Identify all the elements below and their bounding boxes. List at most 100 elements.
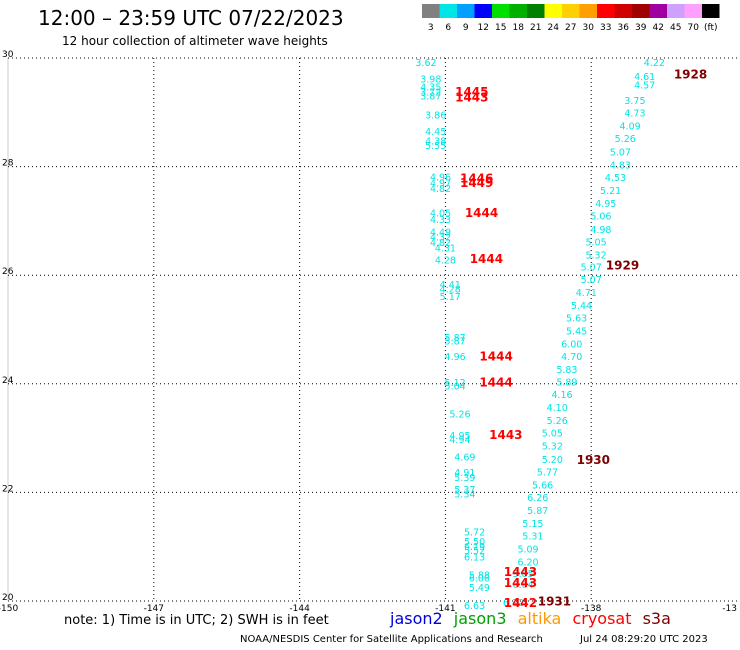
chart-subtitle: 12 hour collection of altimeter wave hei…: [62, 34, 328, 48]
colorbar-label: 70: [688, 23, 700, 33]
colorbar-swatch: [667, 4, 685, 18]
colorbar-swatch: [527, 4, 545, 18]
pass-time-label: 1443: [455, 91, 488, 105]
swh-label-west-track: 3.72: [420, 88, 441, 99]
swh-label-east-track: 4.09: [620, 121, 641, 132]
swh-label-west-track: 3.98: [420, 75, 441, 86]
swh-label-west-track: 5.17: [440, 292, 461, 303]
swh-label-east-track: 4.53: [605, 173, 626, 184]
pass-time-label: 1931: [538, 595, 571, 609]
swh-label-east-track: 5.06: [590, 212, 611, 223]
colorbar-label: 27: [565, 23, 576, 33]
pass-time-label: 1930: [577, 453, 610, 467]
pass-time-label: 1445: [455, 85, 488, 99]
swh-label-west-track: 5.04: [445, 381, 466, 392]
swh-label-west-track: 4.49: [430, 227, 451, 238]
swh-label-east-track: 4.95: [595, 199, 616, 210]
swh-label-east-track: 5.09: [517, 544, 538, 555]
pass-time-label: 1449: [460, 176, 493, 190]
color-scale-bar: 3 6 9 12 15 18 21 24 27 30 33 36 39 42 45 70 (ft): [422, 4, 720, 33]
swh-label-east-track: 5.32: [585, 251, 606, 262]
swh-label-east-track: 4.71: [576, 288, 597, 299]
colorbar-label: 39: [635, 23, 647, 33]
colorbar-swatch: [597, 4, 615, 18]
colorbar-swatch: [457, 4, 475, 18]
swh-label-west-track: 4.95: [449, 431, 470, 442]
swh-label-west-track: 4.28: [440, 284, 461, 295]
swh-label-east-track: 4.22: [644, 58, 665, 69]
colorbar-label: 45: [670, 23, 681, 33]
swh-label-west-track: 3.87: [420, 92, 441, 103]
pass-time-label: 1929: [606, 258, 639, 272]
swh-label-east-track: 4.73: [624, 108, 645, 119]
swh-label-east-track: 4.16: [551, 390, 572, 401]
swh-label-east-track: 5.07: [610, 147, 631, 158]
swh-label-west-track: 4.32: [430, 233, 451, 244]
swh-label-west-track: 5.37: [454, 485, 475, 496]
pass-time-label: 1442: [504, 596, 537, 610]
x-tick-label: -147: [144, 604, 164, 614]
swh-label-east-track: 4.10: [547, 403, 568, 414]
legend-cryosat: cryosat: [572, 609, 632, 628]
swh-label-west-track: 4.31: [435, 244, 456, 255]
pass-time-label: 1444: [479, 350, 512, 364]
footer-timestamp: Jul 24 08:29:20 UTC 2023: [580, 634, 708, 645]
swh-label-east-track: 5.85: [513, 569, 534, 580]
colorbar-swatch: [614, 4, 632, 18]
colorbar-label: 24: [548, 23, 560, 33]
swh-label-east-track: 4.83: [610, 160, 631, 171]
swh-label-west-track: 6.63: [464, 601, 485, 612]
colorbar-label: 33: [600, 23, 611, 33]
swh-label-east-track: 4.61: [634, 72, 655, 83]
swh-label-east-track: 5.32: [542, 442, 563, 453]
colorbar-label: 9: [463, 23, 469, 33]
colorbar-label: 12: [478, 23, 489, 33]
swh-label-east-track: 4.57: [634, 81, 655, 92]
swh-label-east-track: 5.15: [522, 519, 543, 530]
colorbar-swatch: [544, 4, 562, 18]
swh-label-east-track: 5.05: [585, 238, 606, 249]
swh-label-west-track: 5.34: [454, 490, 475, 501]
swh-label-east-track: 4.98: [590, 225, 611, 236]
swh-label-west-track: 4.05: [430, 208, 451, 219]
swh-label-west-track: 4.91: [454, 468, 475, 479]
pass-time-label: 1443: [504, 576, 537, 590]
swh-label-west-track: 3.62: [415, 58, 436, 69]
footer-credit: NOAA/NESDIS Center for Satellite Applica…: [240, 634, 543, 645]
swh-label-east-track: 5.66: [532, 480, 553, 491]
swh-label-east-track: 5.21: [600, 186, 621, 197]
swh-label-west-track: 4.96: [430, 172, 451, 183]
swh-label-east-track: 5.44: [571, 301, 592, 312]
legend-jason2: jason2: [390, 609, 443, 628]
swh-label-west-track: 5.50: [464, 537, 485, 548]
colorbar-label: 3: [428, 23, 434, 33]
pass-time-label: 1928: [674, 67, 707, 81]
swh-label-east-track: 3.75: [624, 96, 645, 107]
swh-label-west-track: 5.49: [469, 583, 490, 594]
swh-label-east-track: 5.20: [542, 455, 563, 466]
pass-time-label: 1443: [504, 565, 537, 579]
colorbar-swatch: [492, 4, 510, 18]
swh-label-west-track: 4.82: [430, 238, 451, 249]
legend-jason3: jason3: [453, 609, 507, 628]
swh-label-west-track: 6.19: [464, 542, 485, 553]
x-tick-label: -138: [581, 604, 602, 614]
y-tick-label: 30: [2, 50, 14, 60]
colorbar-swatch: [509, 4, 527, 18]
swh-label-west-track: 3.86: [425, 111, 446, 122]
swh-label-east-track: 5.26: [547, 416, 568, 427]
swh-label-west-track: 6.06: [469, 574, 490, 585]
swh-label-west-track: 4.96: [445, 352, 466, 363]
pass-time-label: 1443: [489, 428, 522, 442]
legend-s3a: s3a: [642, 609, 671, 628]
y-tick-label: 24: [2, 376, 14, 386]
swh-label-east-track: 5.05: [542, 429, 563, 440]
colorbar-swatch: [439, 4, 457, 18]
swh-label-west-track: 5.88: [469, 570, 490, 581]
swh-label-west-track: 4.33: [430, 215, 451, 226]
swh-label-west-track: 4.35: [420, 82, 441, 93]
swh-label-west-track: 4.69: [454, 453, 475, 464]
colorbar-label: 18: [513, 23, 525, 33]
legend-altika: altika: [517, 609, 562, 628]
